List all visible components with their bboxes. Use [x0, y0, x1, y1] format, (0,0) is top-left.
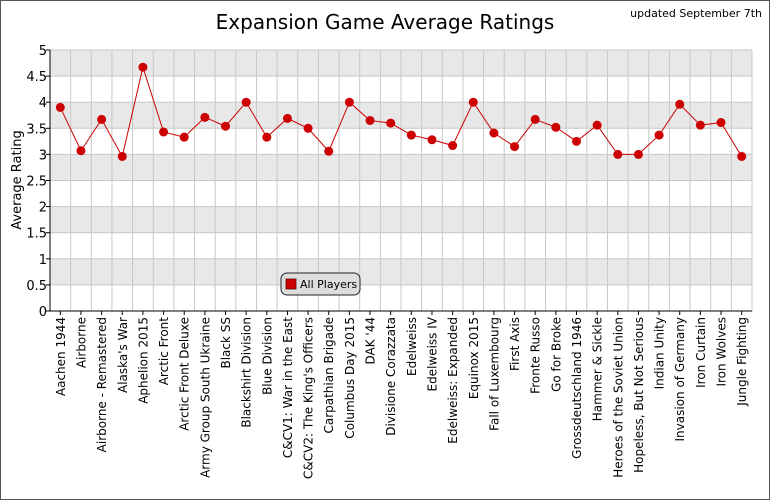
y-tick-label: 0.5 [26, 279, 47, 294]
x-tick-label: Aphelion 2015 [136, 317, 150, 404]
x-tick-label: Invasion of Germany [673, 317, 687, 441]
x-tick-label: Grossdeutschland 1946 [570, 317, 584, 459]
y-tick-label: 1 [39, 253, 47, 268]
x-tick-label: Hopeless, But Not Serious [632, 317, 646, 473]
x-tick-label: Equinox 2015 [467, 317, 481, 399]
x-tick-label: Airborne - Remastered [95, 317, 109, 452]
data-point[interactable] [468, 97, 478, 107]
data-point[interactable] [716, 118, 726, 128]
data-point[interactable] [179, 132, 189, 142]
data-point[interactable] [572, 136, 581, 146]
data-point[interactable] [282, 113, 292, 123]
data-point[interactable] [737, 151, 747, 161]
data-point[interactable] [448, 141, 458, 151]
x-tick-label: DAK '44 [364, 317, 378, 365]
data-point[interactable] [55, 102, 65, 112]
x-tick-label: Edelweiss: Expanded [446, 317, 460, 444]
update-note: updated September 7th [630, 7, 762, 20]
data-point[interactable] [262, 132, 272, 142]
y-tick-label: 3.5 [26, 122, 47, 137]
data-point[interactable] [489, 128, 499, 138]
x-tick-label: Edelweiss IV [425, 316, 439, 391]
y-tick-label: 2.5 [26, 175, 47, 190]
y-tick-label: 5 [39, 44, 47, 59]
x-tick-label: Alaska's War [116, 317, 130, 393]
data-point[interactable] [138, 62, 148, 72]
series-line [59, 65, 743, 158]
data-point[interactable] [530, 114, 540, 124]
data-point[interactable] [406, 130, 416, 140]
y-tick-labels: 0 0.5 1 1.5 2 2.5 3 3.5 4 4.5 5 [26, 44, 50, 320]
series-all-players [55, 62, 747, 161]
data-point[interactable] [675, 99, 685, 109]
data-point[interactable] [221, 121, 230, 131]
x-tick-label: Blue Division [260, 317, 274, 395]
y-tick-label: 0 [39, 305, 47, 320]
data-point[interactable] [613, 149, 623, 159]
x-tick-label: Black SS [219, 317, 233, 369]
x-tick-label: Iron Curtain [694, 317, 708, 388]
y-tick-label: 4 [39, 96, 47, 111]
data-point[interactable] [592, 120, 602, 130]
data-point[interactable] [427, 135, 437, 145]
data-point[interactable] [365, 115, 375, 125]
legend-label: All Players [300, 278, 357, 291]
data-point[interactable] [510, 142, 520, 152]
y-tick-label: 1.5 [26, 227, 47, 242]
x-tick-label: Army Group South Ukraine [198, 317, 212, 478]
data-point[interactable] [241, 97, 251, 107]
data-point[interactable] [695, 120, 705, 130]
data-point[interactable] [200, 112, 210, 122]
x-tick-label: Divisione Corazzata [384, 317, 398, 436]
data-point[interactable] [76, 146, 86, 156]
y-tick-label: 2 [39, 201, 47, 216]
x-tick-label: Arctic Front [157, 317, 171, 386]
data-point[interactable] [324, 146, 334, 156]
y-axis-label: Average Rating [10, 130, 25, 229]
data-point[interactable] [344, 97, 354, 107]
legend[interactable]: All Players [280, 272, 361, 296]
x-tick-label: First Axis [508, 317, 522, 371]
chart-title: Expansion Game Average Ratings [216, 10, 555, 34]
data-point[interactable] [551, 122, 561, 132]
x-tick-label: C&CV1: War in the East [281, 317, 295, 458]
x-tick-label: C&CV2: The King's Officers [302, 317, 316, 479]
x-tick-label: Iron Wolves [715, 317, 729, 387]
x-tick-label: Heroes of the Soviet Union [611, 317, 625, 478]
legend-swatch [285, 278, 297, 290]
data-point[interactable] [303, 123, 313, 133]
x-tick-label: Carpathian Brigade [322, 317, 336, 434]
x-tick-label: Edelweiss [405, 317, 419, 376]
x-tick-label: Blackshirt Division [240, 317, 254, 428]
data-point[interactable] [117, 151, 127, 161]
x-tick-label: Hammer & Sickle [591, 317, 605, 421]
x-tick-label: Airborne [74, 317, 88, 368]
data-point[interactable] [97, 114, 107, 124]
x-tick-label: Fronte Russo [529, 317, 543, 394]
x-tick-label: Jungle Fighting [735, 317, 749, 407]
y-tick-label: 4.5 [26, 70, 47, 85]
x-tick-label: Columbus Day 2015 [343, 317, 357, 439]
x-tick-label: Arctic Front Deluxe [178, 317, 192, 431]
x-tick-label: Indian Unity [653, 317, 667, 389]
data-point[interactable] [159, 127, 169, 137]
x-tick-label: Aachen 1944 [54, 317, 68, 396]
legend-box [280, 272, 361, 296]
data-point[interactable] [654, 130, 664, 140]
data-point[interactable] [386, 118, 396, 128]
x-tick-label: Go for Broke [549, 317, 563, 392]
x-tick-labels: Aachen 1944 Airborne Airborne - Remastered… [54, 311, 749, 479]
y-tick-label: 3 [39, 148, 47, 163]
x-tick-label: Fall of Luxembourg [487, 317, 501, 431]
data-point[interactable] [633, 149, 643, 159]
